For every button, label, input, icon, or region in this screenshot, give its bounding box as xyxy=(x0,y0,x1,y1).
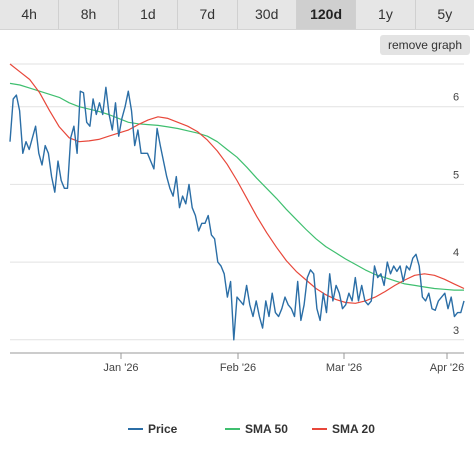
y-axis-labels: 3 4 5 6 xyxy=(453,92,459,337)
remove-graph-button[interactable]: remove graph xyxy=(379,35,470,55)
x-tick-label: Feb '26 xyxy=(220,362,256,374)
series-line-sma-20 xyxy=(9,63,465,304)
tab-4h[interactable]: 4h xyxy=(0,0,60,29)
price-chart: 3 4 5 6 Jan '26 Feb '26 Mar '26 Apr '26 Price S… xyxy=(9,63,465,436)
time-range-tabs: 4h 8h 1d 7d 30d 120d 1y 5y xyxy=(0,0,474,30)
legend-label-sma-50[interactable]: SMA 50 xyxy=(245,422,288,436)
series-line-price xyxy=(9,86,465,341)
y-tick-label: 5 xyxy=(453,169,459,181)
legend-label-price[interactable]: Price xyxy=(148,422,178,436)
y-tick-label: 3 xyxy=(453,325,459,337)
tab-1y[interactable]: 1y xyxy=(356,0,416,29)
tab-7d[interactable]: 7d xyxy=(178,0,238,29)
tab-5y[interactable]: 5y xyxy=(415,0,474,29)
tab-30d[interactable]: 30d xyxy=(237,0,297,29)
series-line-sma-50 xyxy=(9,82,464,291)
chart-series xyxy=(9,63,465,341)
x-axis-labels: Jan '26 Feb '26 Mar '26 Apr '26 xyxy=(103,362,464,374)
legend-label-sma-20[interactable]: SMA 20 xyxy=(332,422,375,436)
y-tick-label: 6 xyxy=(453,92,459,104)
x-axis xyxy=(10,352,464,359)
y-tick-label: 4 xyxy=(453,247,459,259)
x-tick-label: Jan '26 xyxy=(103,362,138,374)
chart-legend: Price SMA 50 SMA 20 xyxy=(128,422,375,436)
x-tick-label: Apr '26 xyxy=(430,362,465,374)
x-tick-label: Mar '26 xyxy=(326,362,362,374)
tab-120d[interactable]: 120d xyxy=(296,0,357,29)
tab-8h[interactable]: 8h xyxy=(59,0,119,29)
tab-1d[interactable]: 1d xyxy=(118,0,179,29)
